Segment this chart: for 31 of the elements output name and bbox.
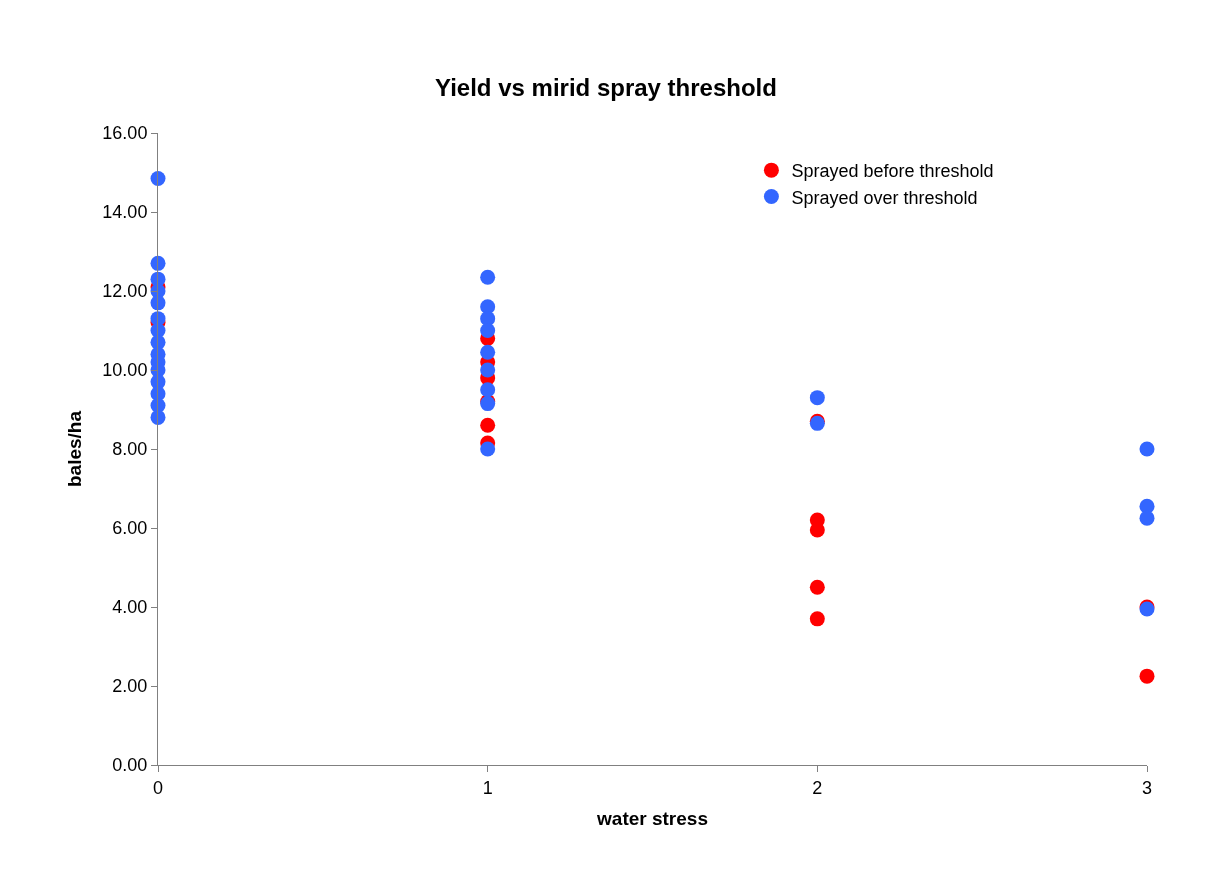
x-tick-label: 0	[152, 777, 164, 798]
y-tick-label: 16.00	[102, 123, 148, 144]
y-axis-title: bales/ha	[64, 410, 86, 488]
point	[480, 269, 496, 285]
point	[480, 382, 496, 398]
y-tick-label: 2.00	[112, 676, 148, 697]
y-tick-label: 0.00	[112, 755, 148, 776]
chart-title: Yield vs mirid spray threshold	[435, 74, 777, 102]
x-tick-label: 1	[482, 777, 493, 798]
point	[480, 323, 496, 338]
point	[809, 390, 825, 406]
y-tick-label: 8.00	[112, 439, 148, 460]
point	[809, 611, 825, 627]
y-tick-label: 6.00	[112, 518, 148, 539]
y-tick-label: 10.00	[102, 360, 148, 381]
x-axis-title: water stress	[596, 808, 708, 830]
point	[480, 344, 496, 360]
point	[1139, 510, 1155, 526]
point	[480, 417, 496, 433]
x-tick-label: 3	[1141, 777, 1153, 798]
y-tick-label: 4.00	[112, 597, 148, 618]
point	[1139, 441, 1155, 457]
y-tick-label: 12.00	[102, 281, 148, 302]
point	[1139, 668, 1155, 684]
point	[480, 362, 496, 378]
point	[809, 579, 825, 595]
y-tick-label: 14.00	[102, 202, 148, 223]
legend-label: Sprayed before threshold	[791, 161, 994, 182]
legend-label: Sprayed over threshold	[791, 187, 978, 208]
point	[480, 441, 496, 457]
x-tick-label: 2	[812, 777, 823, 798]
